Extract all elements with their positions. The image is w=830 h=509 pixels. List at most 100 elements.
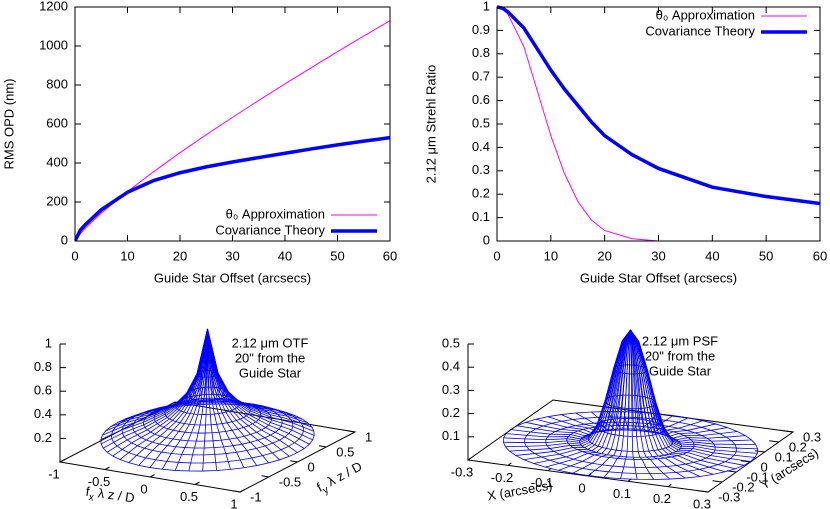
x-tick-label: 40 xyxy=(278,248,292,263)
y-tick-label: 800 xyxy=(46,76,68,91)
mesh-spoke xyxy=(207,328,258,466)
x-tick xyxy=(149,474,155,478)
mesh-spoke xyxy=(112,328,208,457)
mesh-spoke xyxy=(561,329,631,432)
mesh-spoke xyxy=(523,329,631,460)
y-axis-label: fy λ z / D xyxy=(314,459,366,498)
mesh-spoke xyxy=(547,329,631,433)
x-tick-label: -0.2 xyxy=(491,470,513,485)
plot-frame xyxy=(74,6,391,242)
y-tick-label: 0 xyxy=(308,459,315,474)
y-tick-label: 0.6 xyxy=(472,92,490,107)
mesh-spoke xyxy=(587,329,631,476)
label-sub: x xyxy=(88,492,94,504)
x-tick-label: 10 xyxy=(120,248,134,263)
x-tick-label: 30 xyxy=(225,248,239,263)
legend-label: θ₀ Approximation xyxy=(656,7,755,22)
x-tick-label: 1 xyxy=(230,496,237,509)
series-line xyxy=(497,5,820,206)
y-tick-label: 1 xyxy=(365,429,372,444)
x-tick xyxy=(707,489,712,493)
mesh-spoke xyxy=(100,328,208,445)
annotation: 2.12 μm OTF xyxy=(232,335,309,350)
z-tick-label: 0.2 xyxy=(442,405,460,420)
legend-label: Covariance Theory xyxy=(215,222,325,237)
mesh-spoke xyxy=(509,329,631,452)
mesh-spoke xyxy=(207,328,245,468)
y-tick-label: 1200 xyxy=(39,0,68,13)
y-tick-label: 200 xyxy=(46,193,68,208)
mesh-spoke xyxy=(630,329,744,466)
mesh-spoke xyxy=(630,329,700,477)
mesh-spoke xyxy=(138,328,208,466)
label-tail: λ z / D xyxy=(322,459,365,491)
annotation: 2.12 μm PSF xyxy=(642,333,718,348)
mesh-spoke xyxy=(174,328,208,471)
mesh-spoke xyxy=(572,329,631,474)
x-tick-label: 0.1 xyxy=(613,486,631,501)
mesh-spoke xyxy=(630,329,726,473)
z-tick-label: 0.8 xyxy=(34,359,52,374)
y-tick-label: -1 xyxy=(250,489,262,504)
x-tick-label: 30 xyxy=(651,248,665,263)
mesh-spoke xyxy=(533,329,631,464)
label-main: f xyxy=(85,484,91,499)
y-tick-label: -0.1 xyxy=(746,469,768,484)
mesh-spoke xyxy=(620,329,631,479)
x-tick-label: 60 xyxy=(813,248,827,263)
mesh-spoke xyxy=(603,329,631,478)
mesh-spoke xyxy=(103,328,208,449)
x-tick xyxy=(507,462,512,466)
y-tick-label: 1000 xyxy=(39,37,68,52)
mesh-spoke xyxy=(207,328,218,471)
x-tick-label: 0 xyxy=(140,481,147,496)
mesh-spoke xyxy=(149,328,208,468)
z-tick-label: 0.4 xyxy=(34,406,52,421)
y-tick xyxy=(261,475,269,478)
y-tick-label: 0.1 xyxy=(472,209,490,224)
annotation: 20" from the xyxy=(235,350,305,365)
label-sub: y xyxy=(321,484,331,496)
plot-frame xyxy=(496,6,821,242)
y-tick-label: 0 xyxy=(61,232,68,247)
y-tick-label: 0.5 xyxy=(336,444,354,459)
y-tick xyxy=(769,440,779,443)
x-tick-label: 0 xyxy=(578,480,585,495)
mesh-spoke xyxy=(630,329,671,480)
x-tick-label: 20 xyxy=(597,248,611,263)
y-tick-label: -0.3 xyxy=(718,489,740,504)
z-tick-label: 0.5 xyxy=(442,335,460,350)
y-tick-label: 0.2 xyxy=(472,186,490,201)
y-tick-label: 0 xyxy=(761,459,768,474)
x-tick-label: 0 xyxy=(493,248,500,263)
y-tick-label: -0.5 xyxy=(279,474,301,489)
mesh-spoke xyxy=(515,329,631,456)
mesh-spoke xyxy=(117,328,208,423)
x-tick xyxy=(104,466,110,470)
x-tick-label: -1 xyxy=(48,466,60,481)
mesh-spoke xyxy=(202,328,208,472)
mesh-spoke xyxy=(630,329,655,480)
annotation: 20" from the xyxy=(645,348,715,363)
y-tick xyxy=(698,490,709,493)
y-tick-label: 0.3 xyxy=(803,429,821,444)
y-tick xyxy=(712,480,723,483)
y-tick-label: 0.7 xyxy=(472,69,490,84)
mesh-spoke xyxy=(207,328,280,461)
y-tick-label: 0.1 xyxy=(775,449,793,464)
y-tick-label: 400 xyxy=(46,154,68,169)
x-axis-label: fx λ z / D xyxy=(84,484,135,509)
x-tick xyxy=(59,459,65,463)
x-tick-label: 20 xyxy=(173,248,187,263)
x-tick-label: 50 xyxy=(330,248,344,263)
mesh-spoke xyxy=(207,328,309,424)
x-axis-label: Guide Star Offset (arcsecs) xyxy=(580,270,737,285)
x-tick-label: 0 xyxy=(71,248,78,263)
x-tick-label: 0.5 xyxy=(180,489,198,504)
mesh-spoke xyxy=(207,328,231,470)
y-tick-label: 0.3 xyxy=(472,162,490,177)
y-tick-label: 0.5 xyxy=(472,115,490,130)
mesh-spoke xyxy=(545,329,631,468)
z-tick-label: 0.6 xyxy=(34,383,52,398)
